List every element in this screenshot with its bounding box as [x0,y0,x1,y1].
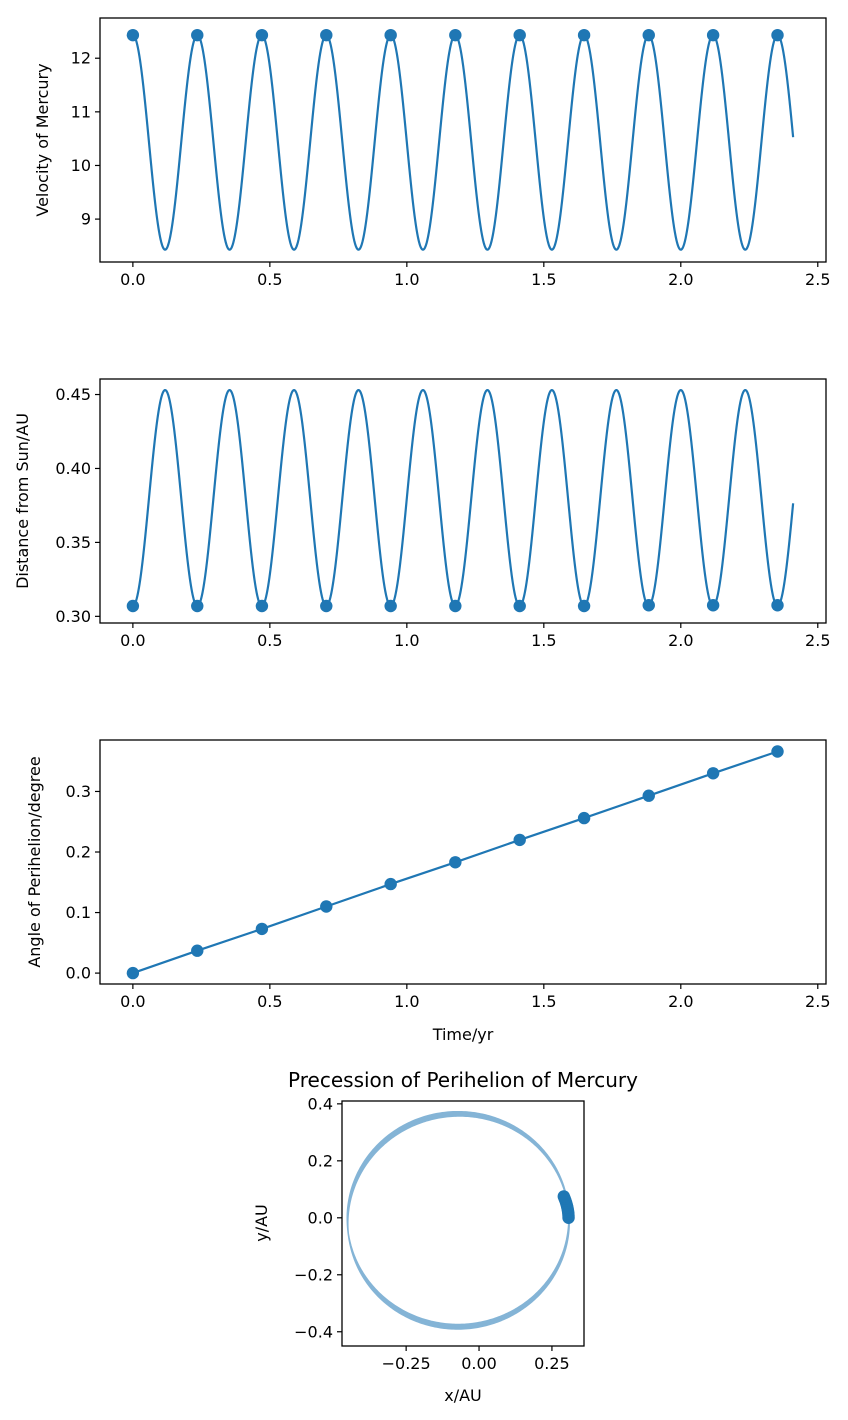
x-tick-label: −0.25 [382,1354,431,1373]
data-point [191,28,204,42]
data-point [642,28,655,42]
distance-ylabel: Distance from Sun/AU [13,413,32,589]
data-point [706,28,720,42]
y-tick-label: −0.2 [294,1265,333,1284]
data-point [449,599,462,613]
x-tick-label: 0.25 [534,1354,570,1373]
perihelion-angle-chart: Angle of Perihelion/degree Time/yr 0.0 0.… [25,739,831,1044]
data-point [513,599,526,613]
angle-ylabel: Angle of Perihelion/degree [25,756,44,967]
x-tick-label: 1.5 [531,992,556,1011]
y-tick-label: 9 [81,210,91,229]
y-tick-label: 0.35 [55,533,91,552]
data-point [449,856,462,869]
axes-frame [341,1100,585,1347]
x-tick-label: 1.5 [531,631,556,650]
x-tick-label: 1.0 [394,270,419,289]
time-xlabel: Time/yr [432,1025,494,1044]
orbit-ylabel: y/AU [252,1204,271,1242]
data-point [126,966,140,980]
data-point [771,28,784,42]
data-point [126,599,140,613]
data-point [771,599,784,612]
x-tick-label: 0.0 [120,631,145,650]
series-curve [132,388,795,608]
data-point [384,877,397,891]
y-tick-label: 0.40 [55,459,91,478]
x-tick-label: 0.5 [257,270,282,289]
data-point [642,599,655,612]
x-tick-label: 1.0 [394,631,419,650]
y-tick-label: 11 [71,102,91,121]
y-tick-label: 0.45 [55,385,91,404]
orbit-chart: Precession of Perihelion of Mercury y/AU… [252,1068,638,1405]
data-point [126,28,140,42]
y-tick-label: 0.4 [308,1094,333,1113]
data-point [706,599,720,612]
orbit-title: Precession of Perihelion of Mercury [288,1068,638,1092]
x-tick-label: 2.0 [668,992,693,1011]
x-tick-label: 2.5 [805,270,830,289]
y-tick-label: −0.4 [294,1322,333,1341]
x-tick-label: 2.0 [668,631,693,650]
y-tick-label: 0.0 [66,964,91,983]
orbit-xlabel: x/AU [444,1386,482,1405]
data-point [320,28,333,42]
data-point [191,944,204,957]
data-point [771,745,784,758]
data-point [706,767,720,780]
x-tick-label: 0.5 [257,992,282,1011]
data-point [191,599,204,613]
axes-frame [99,17,827,263]
x-tick-label: 0.5 [257,631,282,650]
y-tick-label: 0.2 [308,1151,333,1170]
x-tick-label: 0.0 [120,270,145,289]
data-point [577,811,591,825]
y-tick-label: 0.0 [308,1208,333,1227]
data-point [384,28,397,42]
data-point [577,599,591,613]
x-tick-label: 1.0 [394,992,419,1011]
velocity-ylabel: Velocity of Mercury [33,63,52,216]
x-tick-label: 0.0 [120,992,145,1011]
data-point [449,28,462,42]
axes-frame [99,739,827,985]
data-point [320,900,333,913]
data-point [255,922,269,936]
x-tick-label: 2.5 [805,992,830,1011]
data-point [577,28,591,42]
y-tick-label: 12 [71,49,91,68]
data-point [255,28,269,42]
y-tick-label: 0.1 [66,903,91,922]
y-tick-label: 10 [71,156,91,175]
x-tick-label: 2.5 [805,631,830,650]
y-tick-label: 0.3 [66,782,91,801]
series-curve [132,34,795,251]
velocity-chart: Velocity of Mercury 0.0 0.5 1.0 1.5 2.0 2.5 9 1… [33,17,831,289]
data-point [255,599,269,613]
y-tick-label: 0.30 [55,607,91,626]
y-tick-label: 0.2 [66,843,91,862]
x-tick-label: 0.00 [461,1354,497,1373]
x-tick-label: 1.5 [531,270,556,289]
data-point [513,833,526,847]
x-tick-label: 2.0 [668,270,693,289]
plot-area [346,1110,570,1330]
data-point [513,28,526,42]
data-point [384,599,397,613]
data-point [320,599,333,613]
data-point [642,789,655,802]
distance-chart: Distance from Sun/AU 0.0 0.5 1.0 1.5 2.0 2.5 0… [13,378,831,650]
plot-area [132,34,795,251]
plot-area [132,388,795,608]
data-point [557,1190,570,1203]
orbit-path [346,1110,570,1330]
axes-frame [99,378,827,624]
